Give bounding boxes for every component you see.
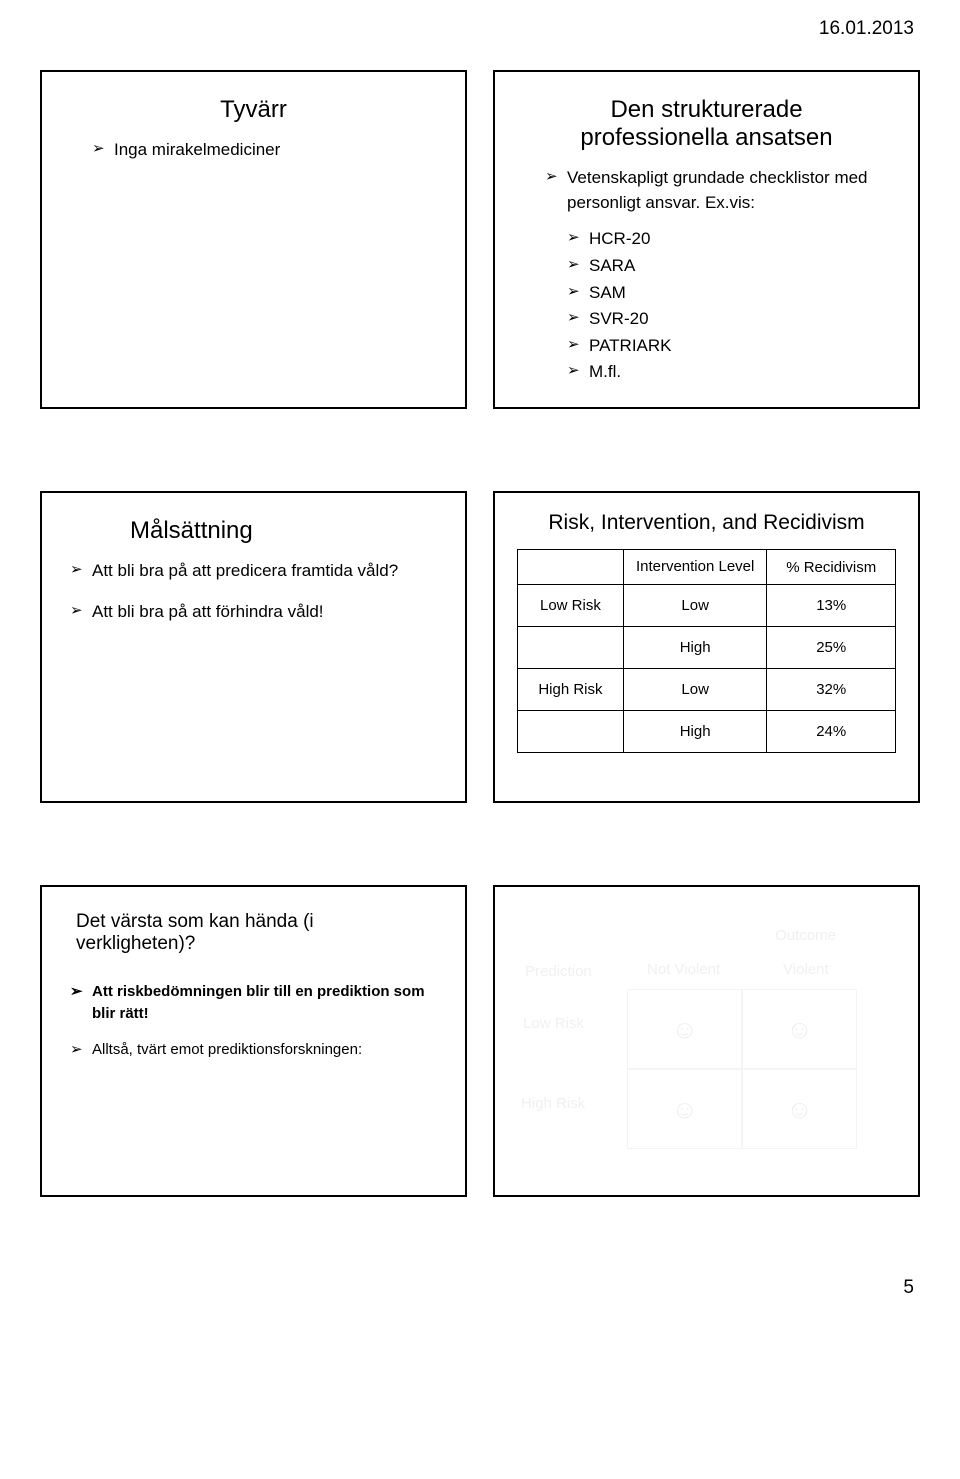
bullet-list: Att riskbedömningen blir till en predikt…	[70, 981, 437, 1025]
smile-icon: ☺	[671, 1094, 698, 1125]
table-header-cell	[518, 550, 624, 585]
header-date: 16.01.2013	[40, 18, 920, 40]
list-item: PATRIARK	[567, 334, 890, 359]
table-cell: Low	[623, 669, 767, 711]
slide-ansatsen: Den strukturerade professionella ansatse…	[493, 70, 920, 409]
smile-icon: ☺	[786, 1094, 813, 1125]
slide-row-1: Tyvärr Inga mirakelmediciner Den struktu…	[40, 70, 920, 409]
list-item: Vetenskapligt grundade checklistor med p…	[545, 166, 890, 215]
page-number: 5	[903, 1277, 914, 1299]
bullet-list: Inga mirakelmediciner	[70, 138, 437, 163]
list-item: SAM	[567, 281, 890, 306]
slide-row-2: Målsättning Att bli bra på att predicera…	[40, 491, 920, 803]
ghost-col-not-violent: Not Violent	[647, 961, 720, 978]
ghost-label-prediction: Prediction	[525, 963, 592, 980]
bullet-list: Alltså, tvärt emot prediktionsforskninge…	[70, 1039, 437, 1061]
ghost-cell: ☺	[742, 989, 857, 1069]
table-cell: 25%	[767, 627, 896, 669]
smile-icon: ☺	[671, 1014, 698, 1045]
table-cell: 24%	[767, 711, 896, 753]
list-item: M.fl.	[567, 360, 890, 385]
list-item: Alltså, tvärt emot prediktionsforskninge…	[70, 1039, 437, 1061]
slide-title: Det värsta som kan hända (i verkligheten…	[70, 911, 437, 955]
slide-tyvarr: Tyvärr Inga mirakelmediciner	[40, 70, 467, 409]
ghost-row-low-risk: Low Risk	[523, 1015, 584, 1032]
slide-det-varsta: Det värsta som kan hända (i verkligheten…	[40, 885, 467, 1197]
table-row: Low Risk Low 13%	[518, 585, 896, 627]
list-item: SVR-20	[567, 307, 890, 332]
ghost-cell: ☺	[742, 1069, 857, 1149]
list-item: Att riskbedömningen blir till en predikt…	[70, 981, 437, 1025]
bullet-list: Vetenskapligt grundade checklistor med p…	[523, 166, 890, 215]
table-cell: High	[623, 627, 767, 669]
ghost-col-violent: Violent	[783, 961, 829, 978]
ghost-grid: ☺ ☺ ☺ ☺	[627, 989, 857, 1149]
table-cell: 32%	[767, 669, 896, 711]
table-cell: High Risk	[518, 669, 624, 711]
table-header-cell: % Recidivism	[767, 550, 896, 585]
tools-list: HCR-20 SARA SAM SVR-20 PATRIARK M.fl.	[523, 227, 890, 385]
table-cell: 13%	[767, 585, 896, 627]
list-item: HCR-20	[567, 227, 890, 252]
slide-title: Risk, Intervention, and Recidivism	[517, 511, 896, 535]
slide-title: Målsättning	[70, 517, 437, 545]
table-header-cell: Intervention Level	[623, 550, 767, 585]
smile-icon: ☺	[786, 1014, 813, 1045]
page: 16.01.2013 Tyvärr Inga mirakelmediciner …	[0, 0, 960, 1319]
ghost-label-outcome: Outcome	[775, 927, 836, 944]
ghost-row-high-risk: High Risk	[521, 1095, 585, 1112]
slide-row-3: Det värsta som kan hända (i verkligheten…	[40, 885, 920, 1197]
bullet-list: Att bli bra på att förhindra våld!	[70, 600, 437, 625]
table-header-row: Intervention Level % Recidivism	[518, 550, 896, 585]
slide-title: Tyvärr	[70, 96, 437, 124]
slide-risk-table: Risk, Intervention, and Recidivism Inter…	[493, 491, 920, 803]
ghost-cell: ☺	[627, 989, 742, 1069]
list-item: Att bli bra på att förhindra våld!	[70, 600, 437, 625]
table-cell	[518, 711, 624, 753]
table-row: High 25%	[518, 627, 896, 669]
slide-malsattning: Målsättning Att bli bra på att predicera…	[40, 491, 467, 803]
list-item: SARA	[567, 254, 890, 279]
list-item: Att bli bra på att predicera framtida vå…	[70, 559, 437, 584]
table-row: High Risk Low 32%	[518, 669, 896, 711]
bullet-list: Att bli bra på att predicera framtida vå…	[70, 559, 437, 584]
table-cell: Low Risk	[518, 585, 624, 627]
table-cell: High	[623, 711, 767, 753]
risk-intervention-table: Intervention Level % Recidivism Low Risk…	[517, 549, 896, 753]
ghost-cell: ☺	[627, 1069, 742, 1149]
slide-title: Den strukturerade professionella ansatse…	[523, 96, 890, 152]
table-row: High 24%	[518, 711, 896, 753]
list-item: Inga mirakelmediciner	[92, 138, 437, 163]
table-cell	[518, 627, 624, 669]
slide-outcome-ghost: Outcome Prediction Not Violent Violent L…	[493, 885, 920, 1197]
ghost-outcome-diagram: Outcome Prediction Not Violent Violent L…	[507, 899, 906, 1183]
table-cell: Low	[623, 585, 767, 627]
